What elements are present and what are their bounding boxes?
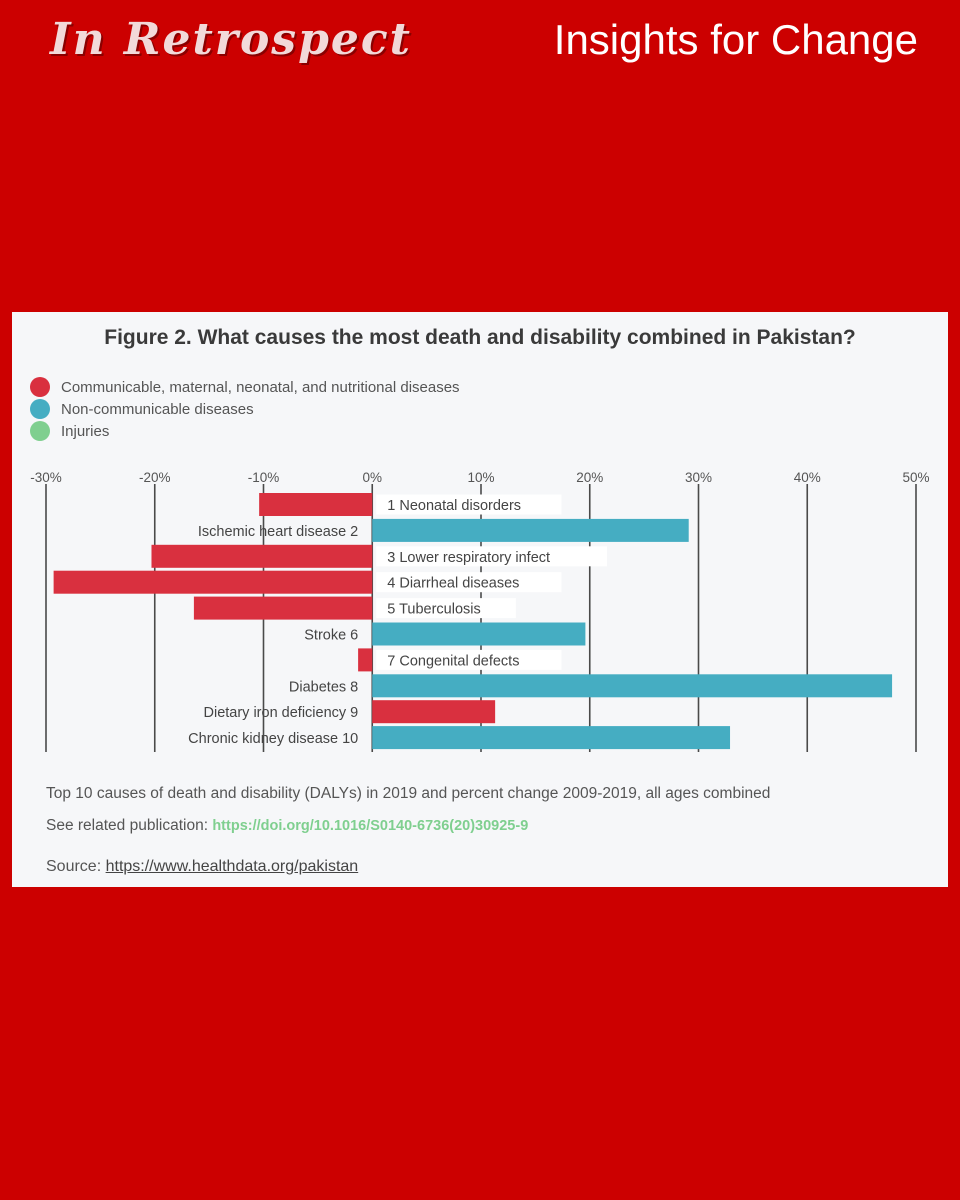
- bar-label-3: 3 Lower respiratory infect: [387, 550, 550, 566]
- x-tick-label-0: -30%: [30, 470, 62, 485]
- bar-1: [259, 493, 373, 516]
- bar-label-7: 7 Congenital defects: [387, 653, 519, 669]
- bar-label-bg-3: [376, 546, 608, 567]
- legend-dot-non-communicable: [30, 399, 50, 419]
- bar-label-bg-1: [376, 494, 562, 515]
- bar-label-9: Dietary iron deficiency 9: [204, 705, 359, 721]
- bar-label-5: 5 Tuberculosis: [387, 602, 481, 618]
- bar-5: [193, 596, 373, 620]
- legend-dot-communicable: [30, 377, 50, 397]
- bar-label-4: 4 Diarrheal diseases: [387, 576, 519, 592]
- brand-title: In Retrospect: [50, 14, 412, 65]
- x-tick-label-1: -20%: [139, 470, 171, 485]
- x-tick-label-4: 10%: [467, 470, 494, 485]
- x-tick-label-5: 20%: [576, 470, 603, 485]
- x-tick-label-7: 40%: [794, 470, 821, 485]
- bar-7: [358, 648, 373, 672]
- x-tick-label-6: 30%: [685, 470, 712, 485]
- legend-item-injuries: Injuries: [30, 420, 460, 442]
- source-line: Source: https://www.healthdata.org/pakis…: [46, 858, 358, 876]
- bar-2: [372, 518, 689, 542]
- source-link[interactable]: https://www.healthdata.org/pakistan: [105, 858, 359, 875]
- legend-item-non-communicable: Non-communicable diseases: [30, 398, 460, 420]
- figure-card: Figure 2. What causes the most death and…: [12, 312, 948, 887]
- legend-item-communicable: Communicable, maternal, neonatal, and nu…: [30, 376, 460, 398]
- bar-10: [372, 726, 731, 750]
- bar-label-10: Chronic kidney disease 10: [188, 731, 358, 747]
- x-tick-label-2: -10%: [248, 470, 280, 485]
- bar-label-8: Diabetes 8: [289, 679, 358, 695]
- bar-label-6: Stroke 6: [304, 628, 358, 644]
- bar-8: [372, 674, 893, 698]
- bar-label-bg-7: [376, 649, 562, 670]
- legend-label-non-communicable: Non-communicable diseases: [61, 400, 254, 418]
- related-publication-link[interactable]: https://doi.org/10.1016/S0140-6736(20)30…: [212, 818, 529, 834]
- bar-6: [372, 622, 586, 646]
- figure-title: Figure 2. What causes the most death and…: [104, 326, 856, 349]
- x-tick-label-3: 0%: [362, 470, 382, 485]
- source-label: Source:: [46, 858, 102, 875]
- related-label: See related publication:: [46, 817, 209, 834]
- tagline: Insights for Change: [553, 16, 918, 63]
- bar-label-2: Ischemic heart disease 2: [198, 524, 358, 540]
- bar-chart: -30% -20% -10% 0% 10% 20% 30% 40% 50% 1 Neonatal …: [30, 470, 930, 752]
- bar-3: [151, 544, 373, 568]
- legend-label-communicable: Communicable, maternal, neonatal, and nu…: [61, 378, 460, 396]
- bar-label-1: 1 Neonatal disorders: [387, 498, 521, 514]
- bar-4: [53, 570, 373, 594]
- bar-label-bg-5: [376, 598, 516, 619]
- legend: Communicable, maternal, neonatal, and nu…: [30, 376, 460, 442]
- x-tick-label-8: 50%: [902, 470, 929, 485]
- bar-9: [372, 700, 496, 724]
- bar-label-bg-4: [376, 572, 562, 593]
- legend-label-injuries: Injuries: [61, 422, 110, 440]
- figure-caption: Top 10 causes of death and disability (D…: [46, 785, 771, 802]
- related-publication: See related publication: https://doi.org…: [46, 817, 528, 835]
- legend-dot-injuries: [30, 421, 50, 441]
